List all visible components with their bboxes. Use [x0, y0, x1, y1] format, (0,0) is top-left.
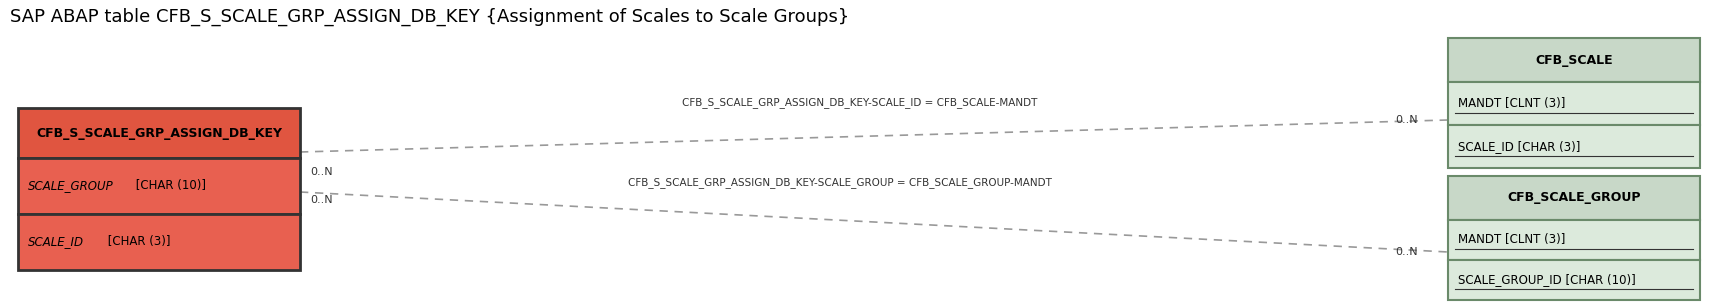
Bar [1448, 220, 1699, 260]
Bar [1448, 125, 1699, 168]
Text: CFB_SCALE: CFB_SCALE [1536, 54, 1613, 67]
Text: CFB_S_SCALE_GRP_ASSIGN_DB_KEY-SCALE_ID = CFB_SCALE-MANDT: CFB_S_SCALE_GRP_ASSIGN_DB_KEY-SCALE_ID =… [683, 97, 1037, 108]
Text: MANDT [CLNT (3)]: MANDT [CLNT (3)] [1459, 97, 1565, 110]
Text: 0..N: 0..N [310, 195, 332, 205]
Text: CFB_S_SCALE_GRP_ASSIGN_DB_KEY-SCALE_GROUP = CFB_SCALE_GROUP-MANDT: CFB_S_SCALE_GRP_ASSIGN_DB_KEY-SCALE_GROU… [628, 177, 1053, 188]
Text: 0..N: 0..N [1395, 247, 1417, 257]
Bar [17, 158, 299, 214]
Bar [17, 214, 299, 270]
Bar [1448, 38, 1699, 82]
Bar [1448, 176, 1699, 220]
Text: 0..N: 0..N [1395, 115, 1417, 125]
Text: 0..N: 0..N [310, 167, 332, 177]
Bar [1448, 82, 1699, 125]
Text: SAP ABAP table CFB_S_SCALE_GRP_ASSIGN_DB_KEY {Assignment of Scales to Scale Grou: SAP ABAP table CFB_S_SCALE_GRP_ASSIGN_DB… [10, 8, 850, 26]
Text: CFB_S_SCALE_GRP_ASSIGN_DB_KEY: CFB_S_SCALE_GRP_ASSIGN_DB_KEY [36, 126, 282, 140]
Text: SCALE_ID [CHAR (3)]: SCALE_ID [CHAR (3)] [1459, 140, 1581, 153]
Text: [CHAR (10)]: [CHAR (10)] [132, 179, 206, 192]
Text: MANDT [CLNT (3)]: MANDT [CLNT (3)] [1459, 233, 1565, 247]
Text: SCALE_GROUP: SCALE_GROUP [28, 179, 114, 192]
Text: [CHAR (3)]: [CHAR (3)] [103, 236, 170, 248]
Text: SCALE_ID: SCALE_ID [28, 236, 84, 248]
Text: SCALE_GROUP_ID [CHAR (10)]: SCALE_GROUP_ID [CHAR (10)] [1459, 274, 1636, 286]
Text: CFB_SCALE_GROUP: CFB_SCALE_GROUP [1507, 192, 1641, 205]
Bar [17, 108, 299, 158]
Bar [1448, 260, 1699, 300]
